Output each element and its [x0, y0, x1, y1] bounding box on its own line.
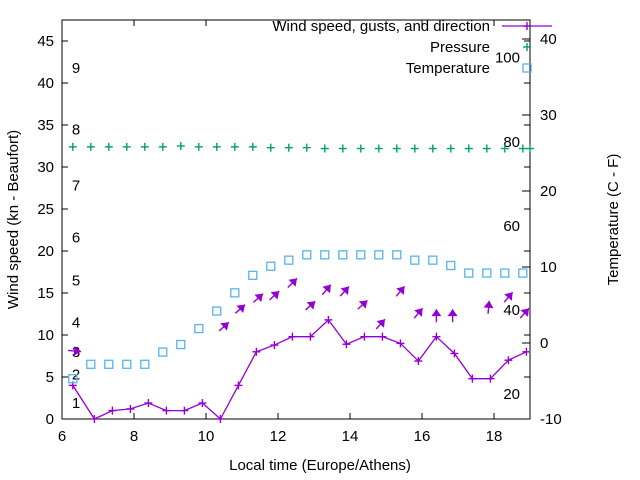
legend-label: Temperature: [406, 60, 490, 77]
marker-square: [212, 306, 222, 316]
plot-frame: [61, 19, 531, 420]
fahrenheit-scale-label: 100: [495, 49, 520, 66]
x-axis-label: 6: [58, 428, 66, 445]
wind-arrow-head: [376, 319, 385, 328]
y-axis-label: 45: [37, 33, 54, 50]
y-axis-label: 25: [37, 201, 54, 218]
y2-axis-label: 40: [540, 31, 557, 48]
series-line: [72, 318, 527, 421]
marker-square: [428, 255, 438, 265]
fahrenheit-scale-label: 80: [503, 134, 520, 151]
y-axis-label: 30: [37, 159, 54, 176]
x-axis-label: 16: [414, 428, 431, 445]
marker-square: [68, 374, 78, 384]
marker-square: [230, 288, 240, 298]
chart-legend: Wind speed, gusts, and direction Pressure…: [272, 18, 552, 77]
wind-arrow-head: [396, 286, 405, 295]
wind-arrow-head: [322, 284, 331, 294]
marker-square: [522, 63, 532, 73]
x-axis-label: 18: [486, 428, 503, 445]
fahrenheit-scale-label: 20: [503, 386, 520, 403]
y-axis-label: 5: [46, 369, 54, 386]
marker-square: [176, 339, 186, 350]
marker-square: [104, 359, 114, 369]
wind-arrow-head: [73, 345, 82, 356]
wind-arrow-head: [270, 291, 280, 300]
marker-square: [374, 250, 384, 260]
marker-square: [122, 359, 132, 369]
x-axis-title: Local time (Europe/Athens): [229, 457, 411, 474]
marker-square: [446, 260, 456, 271]
y-axis-label: 20: [37, 243, 54, 260]
marker-square: [338, 250, 348, 260]
wind-direction-arrows: [68, 277, 530, 356]
wind-arrow-head: [306, 301, 316, 310]
y2-axis-label: 30: [540, 107, 557, 124]
legend-label: Pressure: [430, 39, 490, 56]
wind-arrow-head: [288, 278, 297, 287]
y2-axis-label: 0: [540, 335, 548, 352]
legend-label: Wind speed, gusts, and direction: [272, 18, 490, 35]
wind-arrow-head: [504, 292, 513, 301]
wind-arrow-head: [358, 300, 368, 309]
wind-arrow-head: [520, 308, 529, 317]
wind-arrow-head: [220, 322, 229, 331]
wind-arrow-head: [236, 304, 246, 314]
y-axis-label: 15: [37, 285, 54, 302]
x-axis-label: 10: [198, 428, 215, 445]
beaufort-scale-label: 5: [72, 273, 80, 290]
series-wind: [68, 315, 531, 423]
wind-arrow-head: [447, 309, 458, 317]
marker-square: [518, 268, 528, 278]
y-axis-label: 10: [37, 327, 54, 344]
x-axis-label: 12: [270, 428, 287, 445]
y2-axis-label: 20: [540, 183, 557, 200]
marker-square: [320, 250, 330, 260]
beaufort-scale-label: 4: [72, 315, 80, 332]
marker-square: [86, 359, 96, 369]
marker-square: [248, 270, 258, 281]
y-axis-label: 35: [37, 117, 54, 134]
marker-square: [482, 268, 492, 278]
series-pressure: [68, 142, 534, 153]
y-axis-label: 0: [46, 411, 54, 428]
marker-square: [140, 359, 150, 369]
beaufort-scale-label: 8: [72, 121, 80, 138]
x-axis-label: 8: [130, 428, 138, 445]
y-axis-label: 40: [37, 75, 54, 92]
fahrenheit-scale-label: 60: [503, 218, 520, 235]
marker-square: [194, 323, 204, 334]
beaufort-scale-label: 6: [72, 230, 80, 247]
wind-arrow-head: [431, 309, 442, 317]
beaufort-scale-label: 1: [72, 395, 80, 412]
y-axis-title: Wind speed (kn - Beaufort): [5, 130, 22, 309]
marker-square: [356, 250, 366, 260]
marker-square: [302, 250, 312, 260]
y2-axis-label: 10: [540, 259, 557, 276]
marker-square: [284, 255, 294, 265]
marker-square: [410, 255, 420, 265]
marker-square: [266, 261, 276, 271]
marker-square: [464, 268, 474, 278]
wind-arrow-head: [340, 286, 349, 296]
beaufort-scale-label: 9: [72, 60, 80, 77]
beaufort-scale-label: 7: [72, 178, 80, 195]
wind-arrow-head: [483, 300, 494, 309]
y2-axis-title: Temperature (C - F): [605, 154, 622, 286]
series-temperature: [68, 250, 528, 384]
x-axis-label: 14: [342, 428, 359, 445]
marker-square: [392, 250, 402, 260]
fahrenheit-scale-label: 40: [503, 302, 520, 319]
y2-axis-label: -10: [540, 411, 562, 428]
wind-arrow-head: [254, 293, 264, 303]
wind-arrow-head: [414, 308, 423, 317]
marker-square: [500, 268, 510, 278]
marker-square: [158, 347, 168, 357]
